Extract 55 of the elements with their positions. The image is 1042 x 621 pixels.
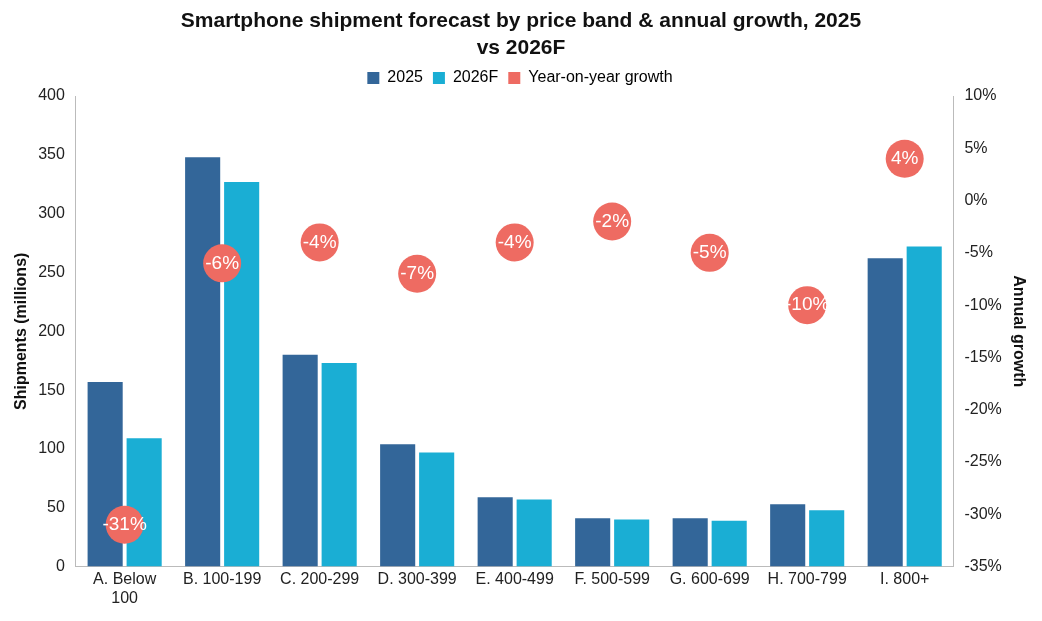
y-tick-label: 350 xyxy=(38,145,65,163)
bar xyxy=(477,497,513,567)
x-tick-label: A. Below 100 xyxy=(93,569,157,606)
y-tick-label: 150 xyxy=(38,380,65,398)
x-tick-label: H. 700-799 xyxy=(767,569,847,587)
bar xyxy=(419,452,455,567)
legend-label: Year-on-year growth xyxy=(528,68,673,86)
y2-tick-label: 0% xyxy=(964,190,988,208)
y-tick-label: 100 xyxy=(38,439,65,457)
y-tick-label: 50 xyxy=(47,498,65,516)
x-tick-label: F. 500-599 xyxy=(574,569,651,587)
bar xyxy=(614,519,650,567)
y-axis-title: Shipments (millions) xyxy=(12,252,30,410)
bar xyxy=(711,520,747,567)
y2-tick-label: -30% xyxy=(964,504,1002,522)
x-tick-label: G. 600-699 xyxy=(669,569,750,587)
x-tick-label: E. 400-499 xyxy=(475,569,554,587)
y2-tick-label: -35% xyxy=(964,557,1002,575)
data-label: -6% xyxy=(205,251,240,273)
bar xyxy=(575,518,611,567)
data-label: -7% xyxy=(400,262,435,284)
y2-tick-label: 5% xyxy=(964,138,988,156)
y-tick-label: 300 xyxy=(38,204,65,222)
data-label: 4% xyxy=(890,146,919,168)
bar xyxy=(321,363,357,567)
bar xyxy=(906,246,942,567)
data-label: -2% xyxy=(595,209,630,231)
x-tick-label: D. 300-399 xyxy=(377,569,457,587)
y-tick-label: 250 xyxy=(38,262,65,280)
x-tick-label: B. 100-199 xyxy=(183,569,262,587)
bar xyxy=(380,444,416,567)
y-tick-label: 0 xyxy=(55,557,65,575)
bar xyxy=(770,504,806,567)
y2-tick-label: -10% xyxy=(964,295,1002,313)
x-tick-label: I. 800+ xyxy=(880,569,930,587)
chart-title: Smartphone shipment forecast by price band & annual growth, 2025 vs 2026F xyxy=(179,7,863,60)
y2-tick-label: -20% xyxy=(964,400,1002,418)
y-tick-label: 400 xyxy=(38,86,65,104)
y-tick-label: 200 xyxy=(38,321,65,339)
y2-tick-label: 10% xyxy=(964,86,997,104)
bar xyxy=(516,499,552,567)
bar xyxy=(867,258,903,567)
y2-tick-label: -15% xyxy=(964,347,1002,365)
y2-axis-title: Annual growth xyxy=(1010,275,1028,388)
y2-tick-label: -25% xyxy=(964,452,1002,470)
data-label: -5% xyxy=(692,241,727,263)
x-tick-label: C. 200-299 xyxy=(280,569,360,587)
y2-tick-label: -5% xyxy=(964,243,993,261)
data-label: -4% xyxy=(302,230,337,252)
bar xyxy=(809,510,845,567)
bar xyxy=(672,518,708,567)
data-label: -4% xyxy=(497,230,532,252)
legend-label: 2025 xyxy=(387,68,424,86)
legend-label: 2026F xyxy=(452,68,499,86)
bar xyxy=(282,354,318,567)
